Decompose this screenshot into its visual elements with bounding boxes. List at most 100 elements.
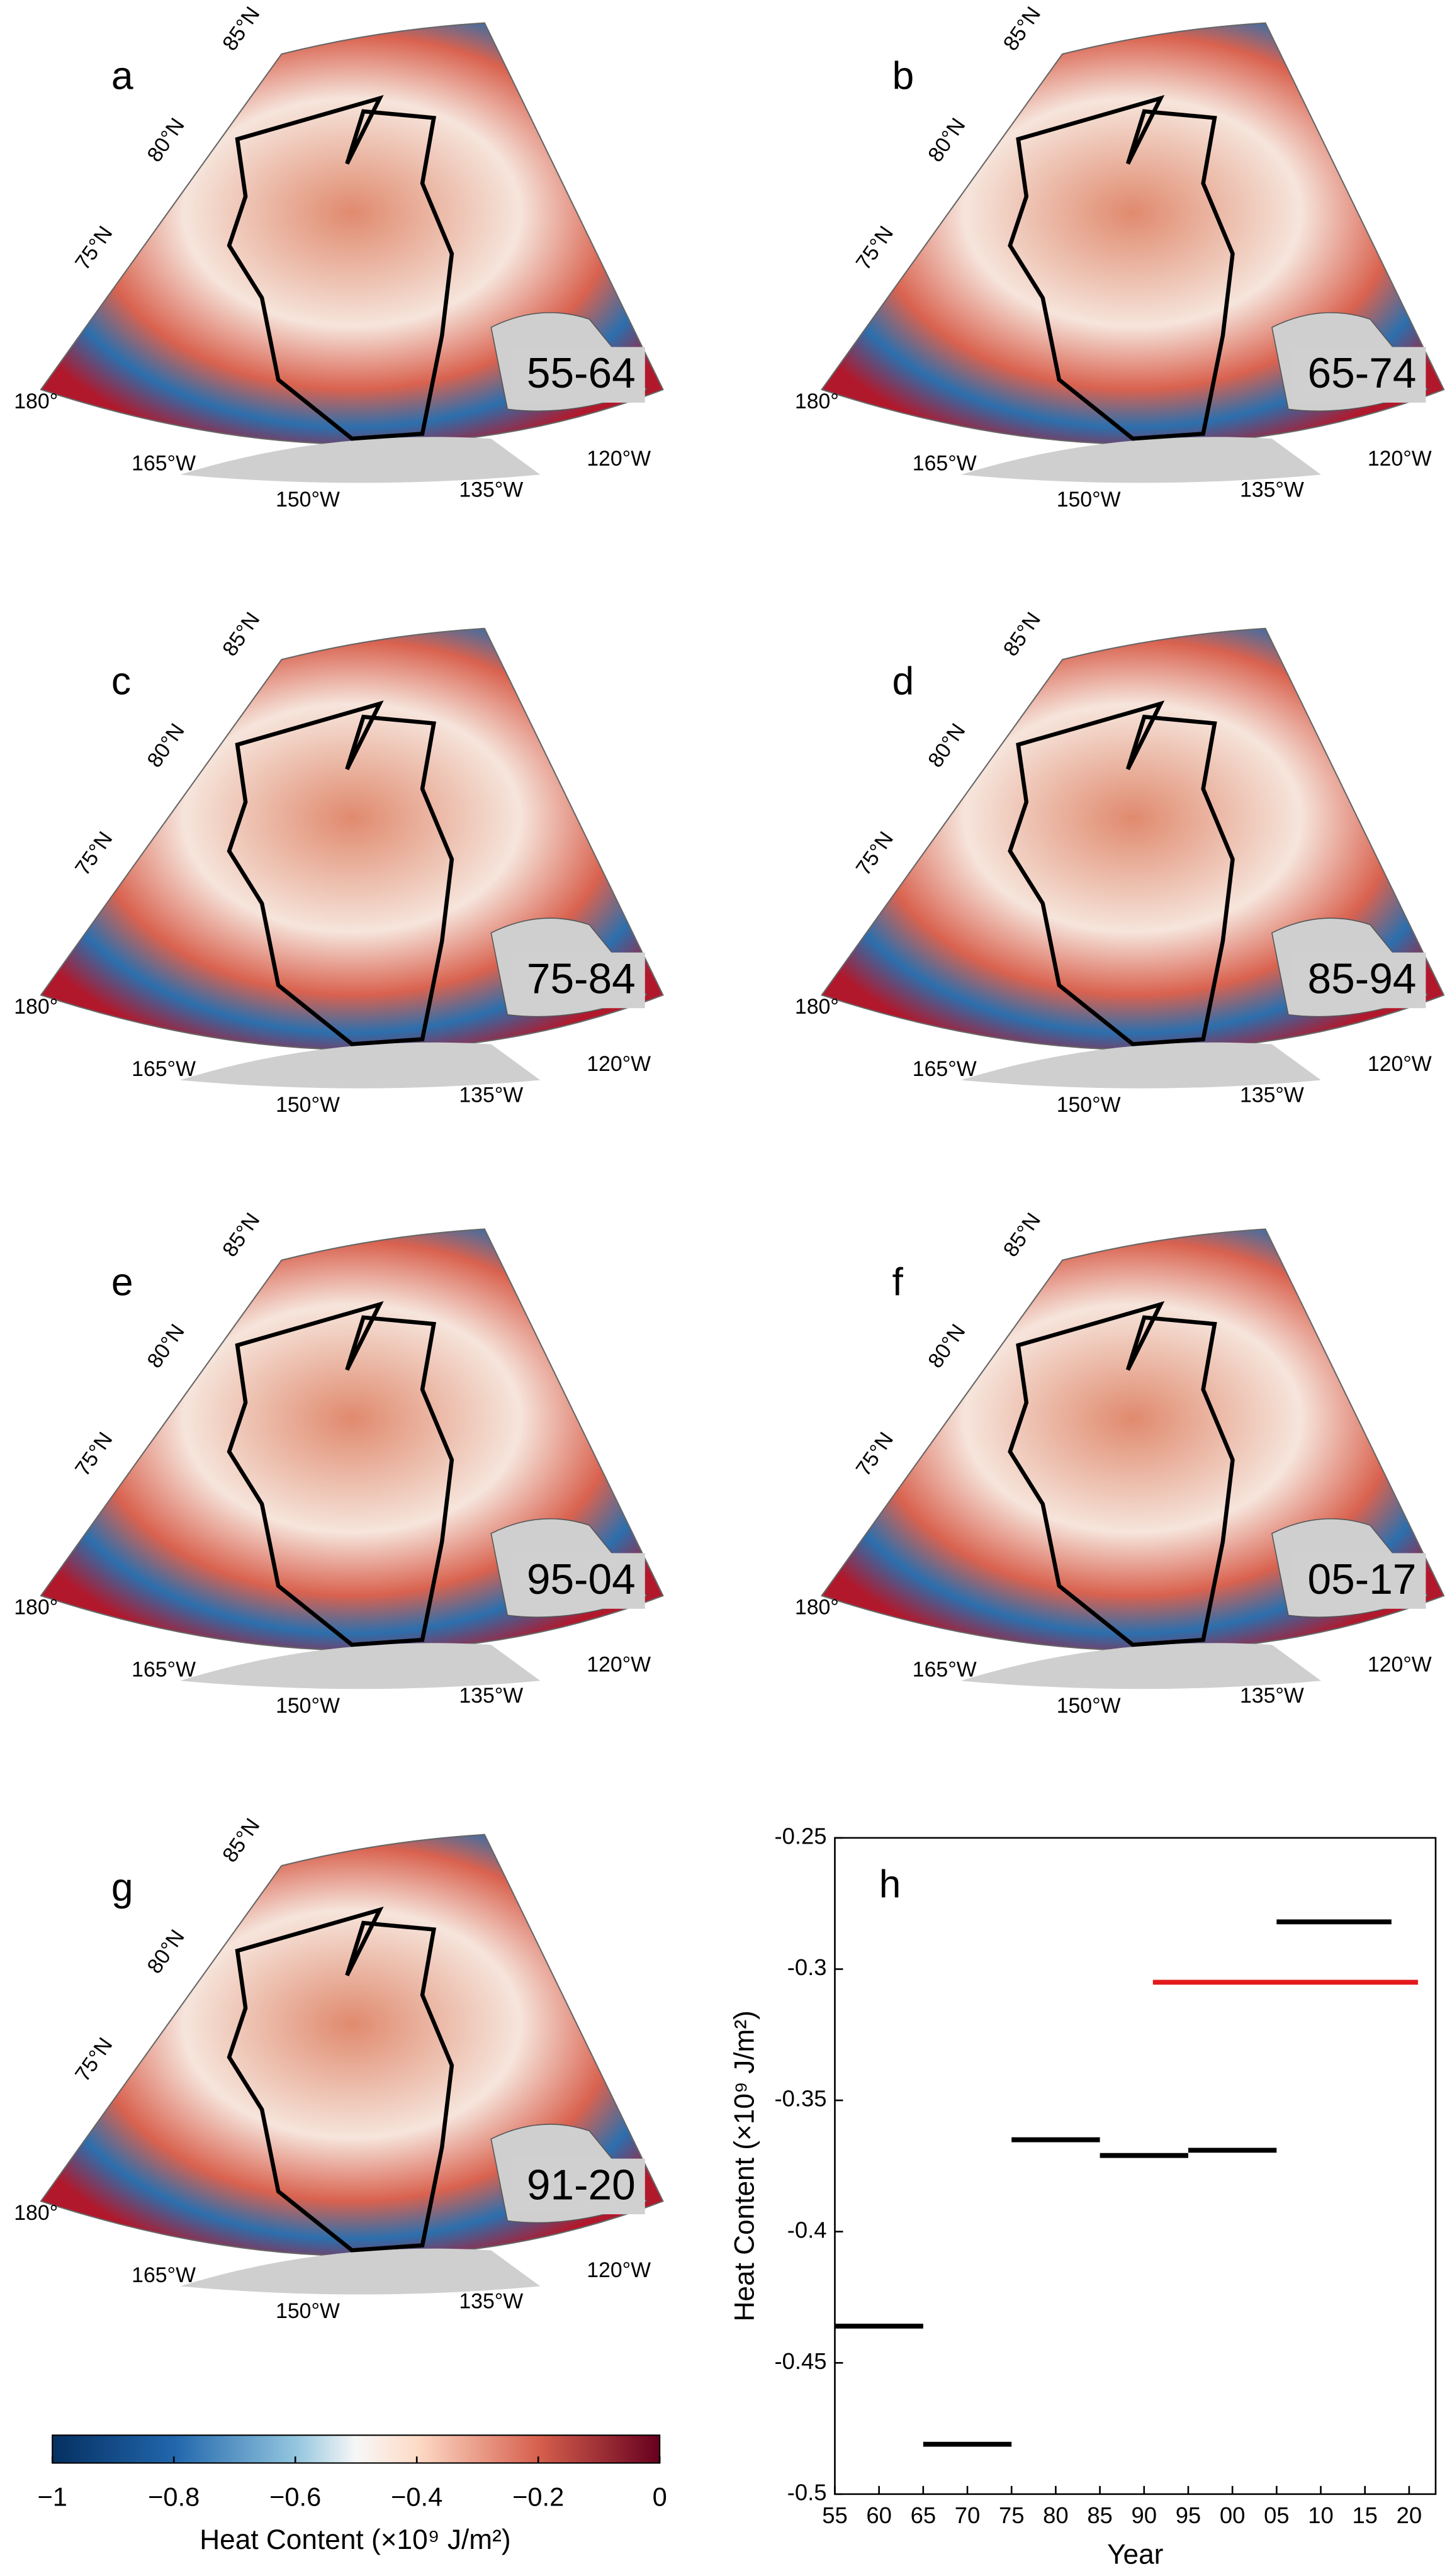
- lat-label: 85°N: [218, 1209, 264, 1262]
- lon-label: 120°W: [587, 2258, 651, 2282]
- lat-label: 80°N: [923, 719, 970, 772]
- contour: [227, 1907, 454, 2253]
- land: [960, 1643, 1321, 1689]
- colorbar-tick-label: −0.6: [269, 2482, 321, 2512]
- period-label: 85-94: [1307, 955, 1416, 1002]
- lon-label: 150°W: [276, 488, 340, 512]
- lon-label: 150°W: [1057, 488, 1121, 512]
- y-tick-label: -0.35: [774, 2086, 826, 2112]
- period-box: [1292, 347, 1426, 403]
- period-box: [510, 1553, 645, 1609]
- lon-label: 165°W: [132, 452, 196, 476]
- y-axis-label: Heat Content (×10⁹ J/m²): [729, 2010, 760, 2321]
- lat-label: 75°N: [852, 1428, 898, 1481]
- lat-label: 85°N: [999, 3, 1045, 55]
- x-tick-label: 60: [866, 2502, 892, 2528]
- colorbar-tick-label: −0.2: [512, 2482, 564, 2512]
- colorbar-tick-label: 0: [653, 2482, 667, 2512]
- lat-label: 80°N: [142, 1320, 189, 1373]
- panel-letter: f: [892, 1260, 903, 1304]
- lat-label: 85°N: [218, 608, 264, 661]
- period-box: [510, 2158, 645, 2215]
- contour: [1008, 1301, 1235, 1647]
- panel-letter: b: [892, 53, 914, 98]
- contour: [1008, 700, 1235, 1046]
- lon-label: 180°: [14, 995, 58, 1019]
- y-tick-label: -0.4: [787, 2217, 827, 2243]
- map-panel: d 85-94 85°N 80°N 75°N 180° 165°W 150°W 135°W 120…: [795, 608, 1445, 1117]
- period-label: 65-74: [1307, 350, 1416, 397]
- period-label: 95-04: [527, 1556, 636, 1603]
- x-tick-label: 95: [1176, 2502, 1202, 2528]
- lat-label: 85°N: [218, 3, 264, 55]
- lon-label: 180°: [795, 389, 839, 413]
- lat-label: 85°N: [218, 1814, 264, 1867]
- colorbar: −1 −0.8 −0.6 −0.4 −0.2 0 Heat Content (×10⁹ J/…: [38, 2434, 667, 2555]
- lon-label: 150°W: [1057, 1694, 1121, 1718]
- lon-label: 135°W: [459, 1084, 523, 1107]
- lon-label: 150°W: [276, 1694, 340, 1718]
- map-panel: e 95-04 85°N 80°N 75°N 180° 165°W 150°W 135°W 120…: [14, 1209, 664, 1718]
- lon-label: 150°W: [276, 1093, 340, 1117]
- map-panel: c 75-84 85°N 80°N 75°N 180° 165°W 150°W 135°W 120…: [14, 608, 664, 1117]
- lon-label: 135°W: [459, 478, 523, 501]
- lon-label: 180°: [795, 1596, 839, 1620]
- colorbar-tick-label: −1: [38, 2482, 67, 2512]
- lon-label: 150°W: [276, 2299, 340, 2323]
- y-tick-label: -0.5: [787, 2479, 827, 2505]
- plot-area: [834, 1837, 1437, 2495]
- x-tick-label: 90: [1132, 2502, 1157, 2528]
- lon-label: 120°W: [587, 447, 651, 471]
- map-panel: b 65-74 85°N 80°N 75°N 180° 165°W 150°W 135°W 120…: [795, 3, 1445, 512]
- x-tick-label: 20: [1397, 2502, 1422, 2528]
- y-tick-label: -0.3: [787, 1954, 827, 1980]
- panel-letter: h: [879, 1862, 901, 1906]
- panel-letter: c: [111, 659, 131, 703]
- lon-label: 135°W: [459, 2289, 523, 2313]
- lon-label: 135°W: [459, 1684, 523, 1708]
- x-tick-label: 75: [999, 2502, 1025, 2528]
- period-box: [510, 347, 645, 403]
- lon-label: 120°W: [1368, 1052, 1432, 1076]
- lon-label: 150°W: [1057, 1093, 1121, 1117]
- lon-label: 120°W: [587, 1653, 651, 1677]
- lat-label: 80°N: [142, 114, 189, 167]
- lat-label: 80°N: [142, 1925, 189, 1978]
- lon-label: 165°W: [913, 1658, 977, 1682]
- x-axis-label: Year: [1107, 2539, 1163, 2570]
- land: [180, 1042, 541, 1089]
- contour: [227, 94, 454, 441]
- land: [960, 1042, 1321, 1089]
- lon-label: 165°W: [132, 2263, 196, 2287]
- x-tick-label: 10: [1308, 2502, 1334, 2528]
- lat-label: 75°N: [852, 827, 898, 880]
- colorbar-scale: [52, 2434, 661, 2464]
- lat-label: 85°N: [999, 1209, 1045, 1262]
- lat-label: 80°N: [923, 1320, 970, 1373]
- land: [180, 437, 541, 483]
- contour: [1008, 94, 1235, 441]
- panel-letter: g: [111, 1866, 133, 1910]
- y-tick-label: -0.45: [774, 2348, 826, 2374]
- lon-label: 180°: [14, 389, 58, 413]
- period-box: [1292, 952, 1426, 1009]
- x-tick-label: 65: [911, 2502, 937, 2528]
- lon-label: 135°W: [1240, 478, 1304, 501]
- map-panel: g 91-20 85°N 80°N 75°N 180° 165°W 150°W 135°W 120…: [14, 1814, 664, 2323]
- x-tick-label: 05: [1264, 2502, 1290, 2528]
- lat-label: 80°N: [142, 719, 189, 772]
- lat-label: 75°N: [70, 1428, 117, 1481]
- x-tick-label: 00: [1220, 2502, 1246, 2528]
- map-panel: f 05-17 85°N 80°N 75°N 180° 165°W 150°W 135°W 120…: [795, 1209, 1445, 1718]
- lon-label: 165°W: [913, 1057, 977, 1081]
- period-box: [510, 952, 645, 1009]
- x-tick-label: 80: [1043, 2502, 1069, 2528]
- map-panels: a 55-64 85°N 80°N 75°N 180° 165°W 150°W 135°W 120…: [14, 3, 1445, 2323]
- lat-label: 85°N: [999, 608, 1045, 661]
- land: [180, 1643, 541, 1689]
- panel-letter: d: [892, 659, 914, 703]
- colorbar-label: Heat Content (×10⁹ J/m²): [200, 2524, 510, 2555]
- lon-label: 165°W: [132, 1658, 196, 1682]
- lon-label: 180°: [795, 995, 839, 1019]
- panel-letter: a: [111, 53, 133, 98]
